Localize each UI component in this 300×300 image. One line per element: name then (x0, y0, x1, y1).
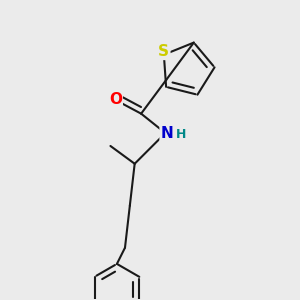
Text: N: N (160, 125, 173, 140)
Text: O: O (109, 92, 122, 106)
Text: H: H (176, 128, 186, 141)
Text: S: S (158, 44, 169, 59)
